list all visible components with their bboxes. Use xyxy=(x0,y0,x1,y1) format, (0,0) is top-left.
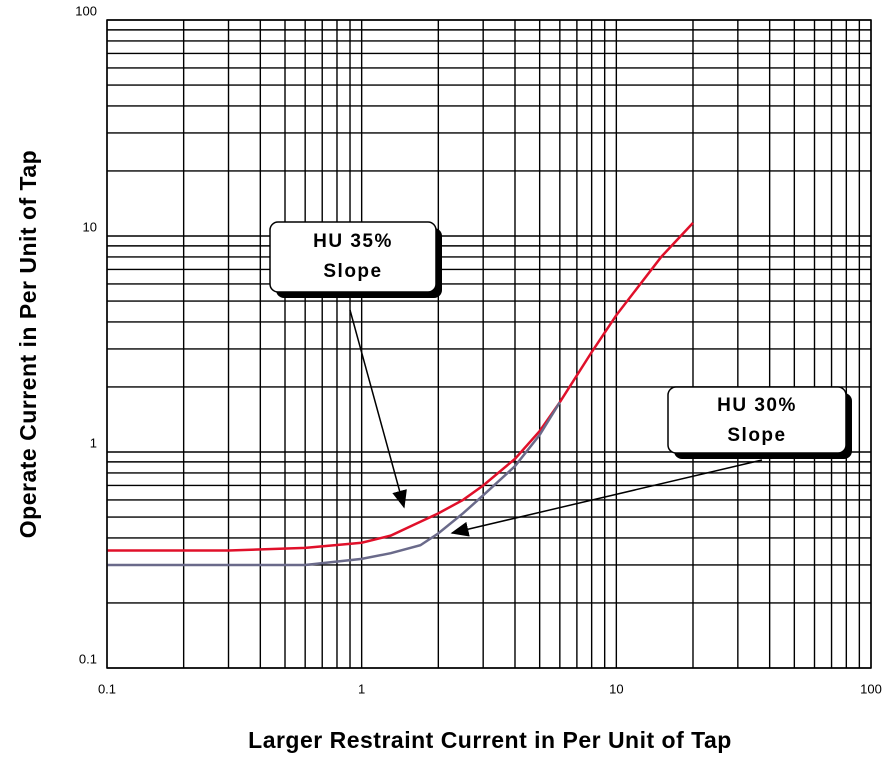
arrow xyxy=(450,459,763,537)
note-box xyxy=(269,221,437,293)
x-tick-label: 0.1 xyxy=(98,681,116,696)
series-line xyxy=(107,222,694,552)
y-tick-label: 0.1 xyxy=(79,651,97,666)
note-text: Slope xyxy=(727,425,786,446)
y-tick-label: 1 xyxy=(90,435,97,450)
note-text: Slope xyxy=(323,261,382,282)
plot-frame xyxy=(106,19,872,669)
note-text: HU 35% xyxy=(313,231,393,252)
x-tick-label: 100 xyxy=(860,681,882,696)
y-tick-label: 100 xyxy=(75,3,97,18)
note-text: HU 30% xyxy=(717,395,797,416)
arrow xyxy=(349,309,407,509)
y-tick-label: 10 xyxy=(83,219,97,234)
series-line xyxy=(107,401,561,567)
x-tick-label: 10 xyxy=(609,681,623,696)
x-axis-label: Larger Restraint Current in Per Unit of … xyxy=(248,727,732,753)
y-axis-label: Operate Current in Per Unit of Tap xyxy=(15,150,41,538)
note-box xyxy=(667,386,847,454)
x-tick-label: 1 xyxy=(358,681,365,696)
